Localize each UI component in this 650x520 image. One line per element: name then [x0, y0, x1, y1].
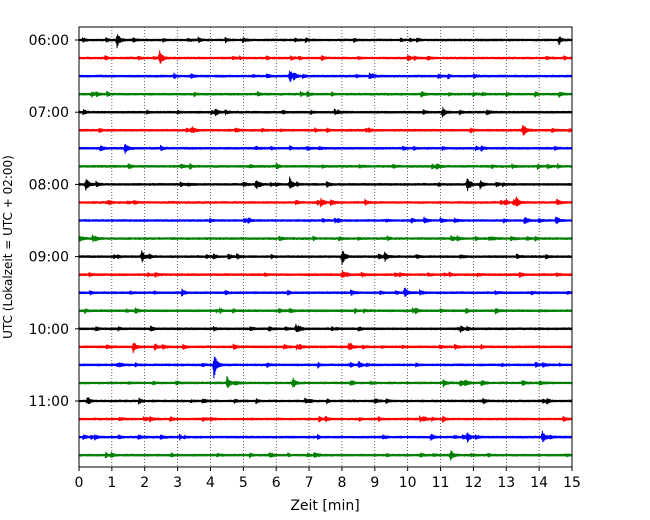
- y-tick-label: 09:00: [29, 250, 69, 266]
- y-tick-label: 11:00: [29, 394, 69, 410]
- x-tick-label: 4: [206, 475, 215, 491]
- x-tick-label: 14: [530, 475, 548, 491]
- x-tick-label: 10: [399, 475, 417, 491]
- x-tick-label: 5: [239, 475, 248, 491]
- y-tick-label: 10:00: [29, 322, 69, 338]
- y-tick-label: 06:00: [29, 33, 69, 49]
- axes: 0 1 2 3 4 5 6 7 8 9 10 11 12 13 14 1506:0007:0008:0009:…: [29, 33, 581, 491]
- y-tick-label: 08:00: [29, 177, 69, 193]
- x-tick-label: 0: [75, 475, 84, 491]
- x-tick-label: 1: [107, 475, 116, 491]
- trace-1030: [79, 356, 572, 379]
- trace-1045: [79, 375, 572, 388]
- x-tick-label: 12: [464, 475, 482, 491]
- x-axis-label: Zeit [min]: [290, 498, 359, 514]
- x-tick-label: 7: [305, 475, 314, 491]
- x-tick-label: 9: [370, 475, 379, 491]
- x-tick-label: 11: [432, 475, 450, 491]
- trace-1015: [79, 342, 572, 354]
- x-tick-label: 6: [272, 475, 281, 491]
- trace-0615: [79, 50, 572, 64]
- grid-lines: [111, 27, 540, 467]
- x-tick-label: 3: [173, 475, 182, 491]
- plot-frame: [78, 26, 573, 468]
- trace-group: [79, 34, 572, 461]
- x-tick-label: 13: [497, 475, 515, 491]
- y-tick-label: 07:00: [29, 105, 69, 121]
- x-tick-label: 8: [337, 475, 346, 491]
- trace-0600: [79, 34, 572, 49]
- x-tick-label: 15: [563, 475, 581, 491]
- y-axis-label: UTC (Lokalzeit = UTC + 02:00): [1, 155, 15, 339]
- x-tick-label: 2: [140, 475, 149, 491]
- trace-0900: [79, 250, 572, 265]
